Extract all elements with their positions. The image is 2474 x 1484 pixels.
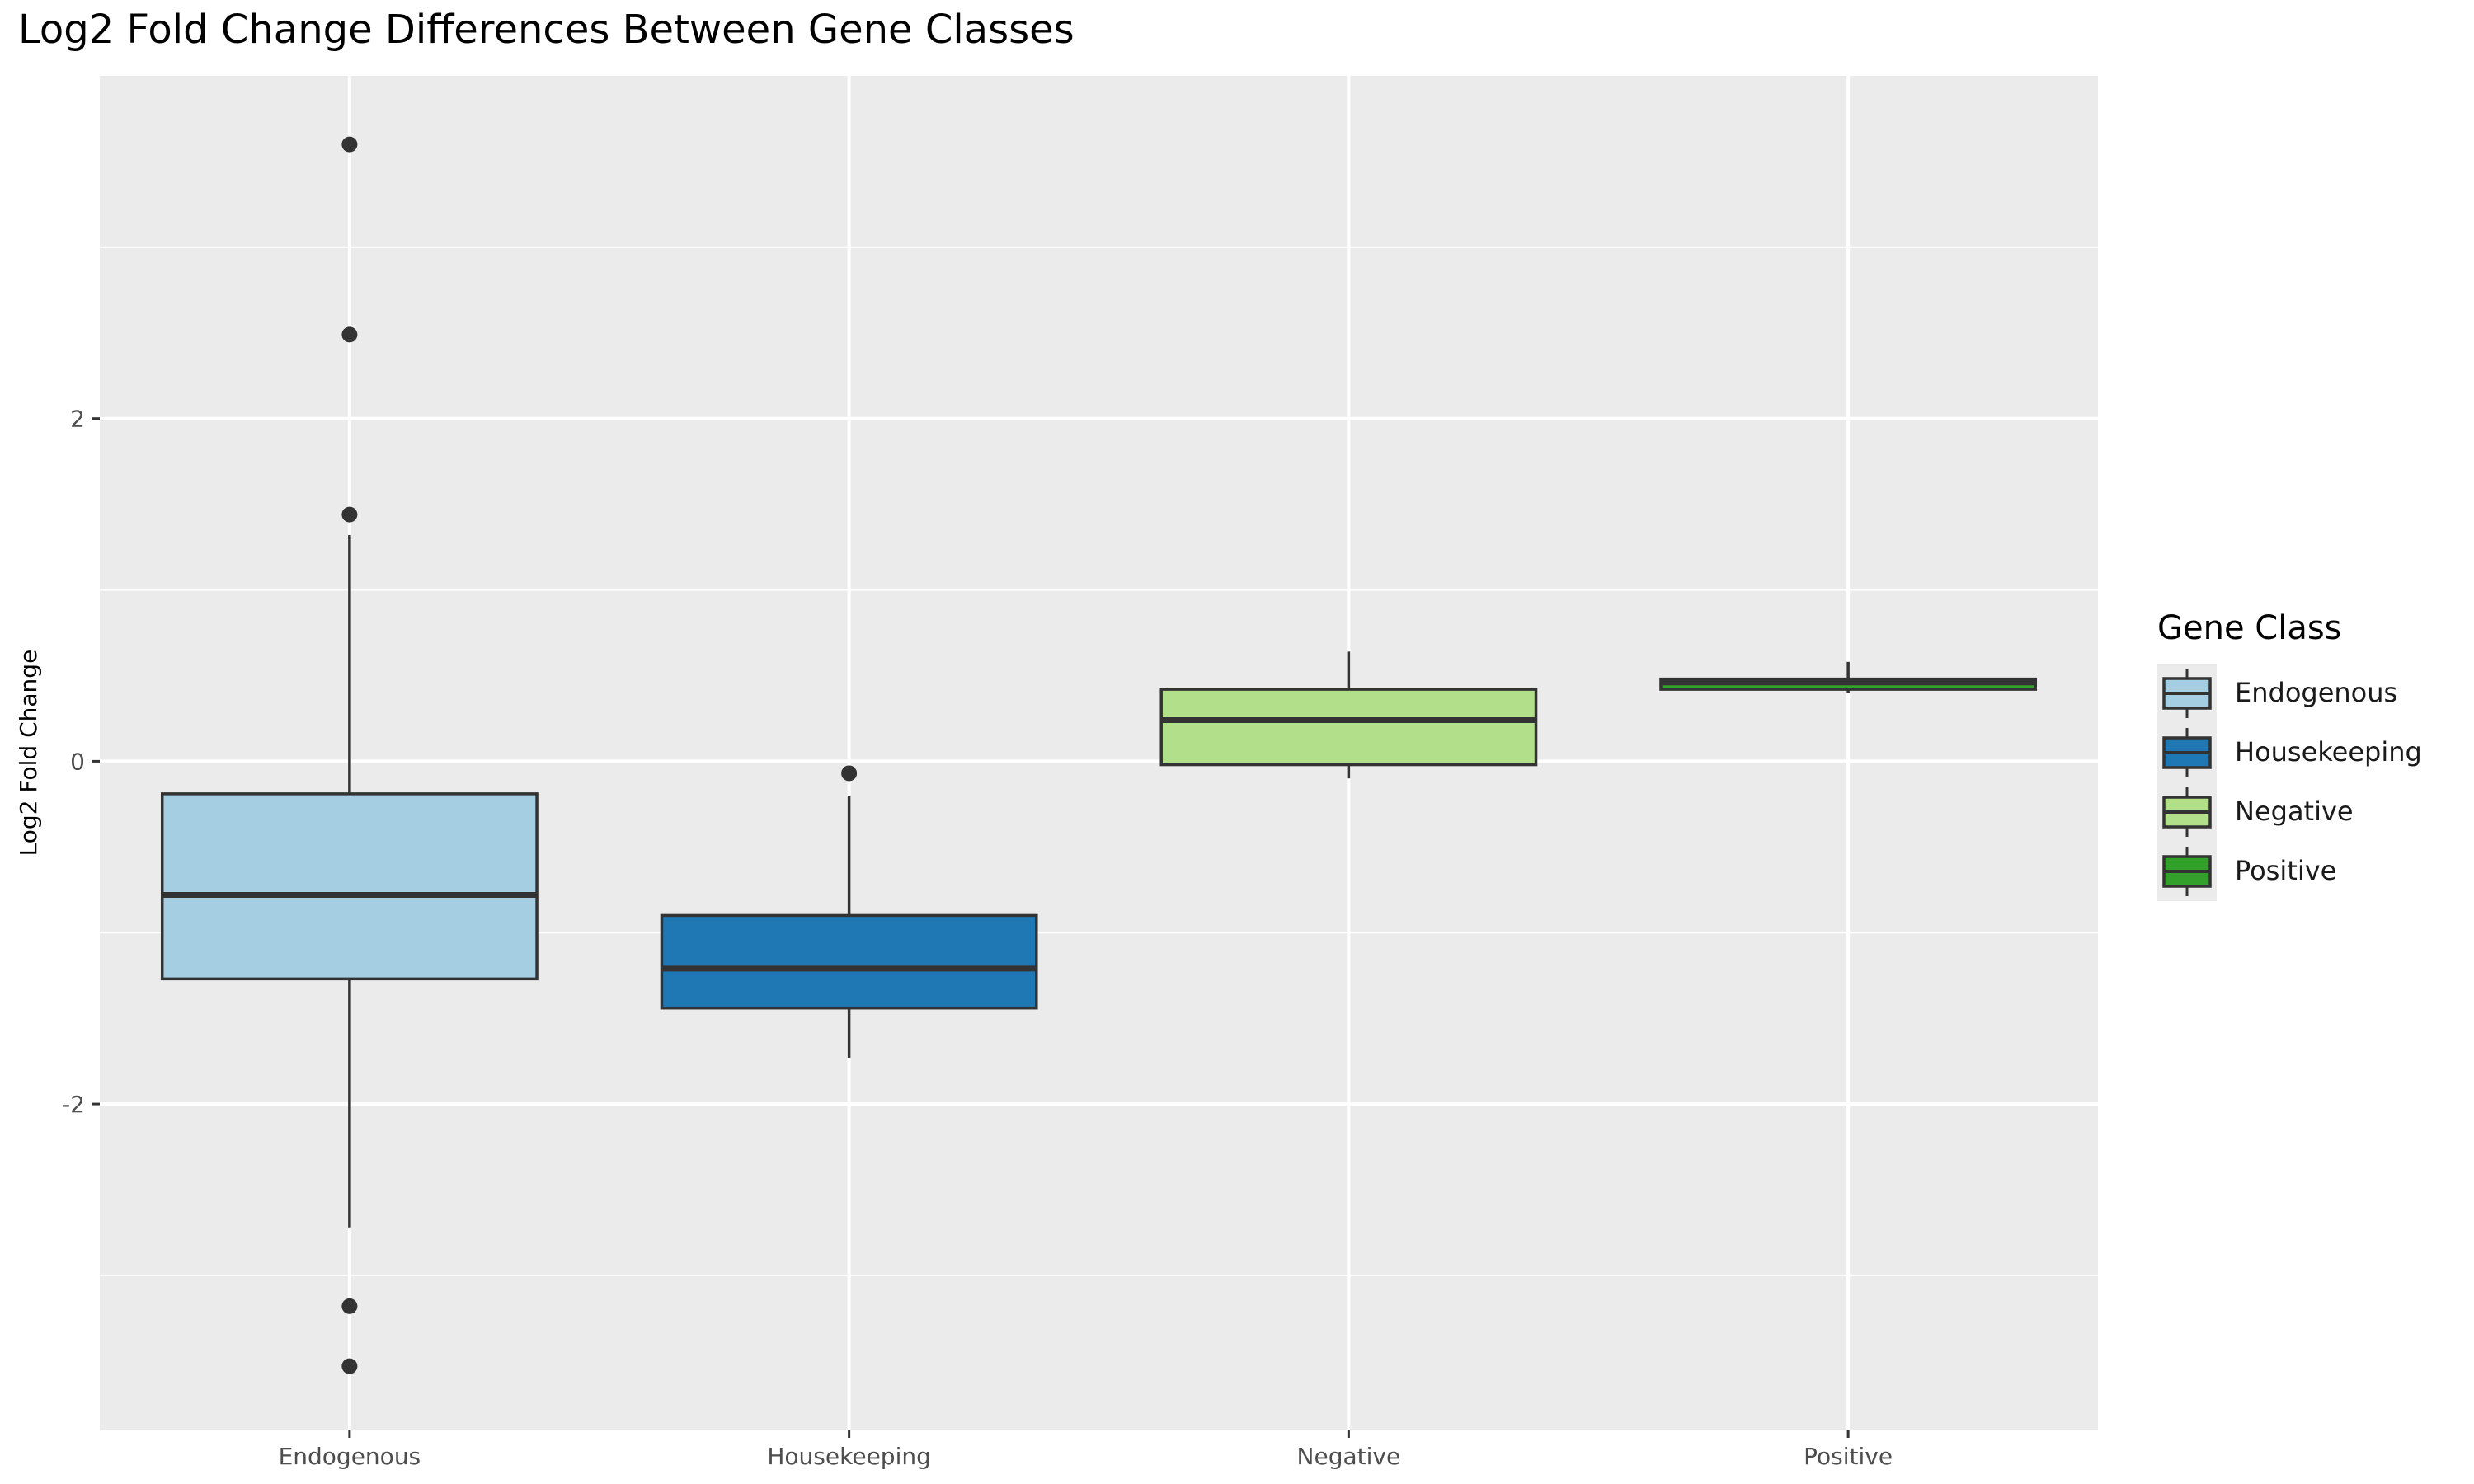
outlier-point	[341, 506, 358, 523]
box-group	[1159, 651, 1538, 779]
x-tick-label: Negative	[1297, 1443, 1401, 1470]
y-tick-label: 0	[70, 748, 85, 775]
x-tick-label: Housekeeping	[767, 1443, 931, 1470]
box	[1159, 688, 1538, 767]
x-tick-label: Positive	[1804, 1443, 1893, 1470]
legend-item: Housekeeping	[2157, 723, 2422, 782]
box	[160, 792, 539, 981]
chart-title: Log2 Fold Change Differences Between Gen…	[18, 7, 1075, 53]
legend-label: Negative	[2235, 796, 2354, 827]
x-axis: Endogenous Housekeeping Negative Positive	[279, 1430, 1893, 1470]
y-tick-label: 2	[70, 406, 85, 433]
box-group	[660, 765, 1038, 1058]
outlier-point	[341, 1358, 358, 1374]
boxes-layer	[160, 136, 2038, 1374]
legend: Gene Class Endogenous Housekeeping Negative…	[2157, 609, 2422, 901]
outlier-point	[341, 136, 358, 153]
box-group	[160, 136, 539, 1374]
legend-label: Endogenous	[2235, 677, 2397, 708]
legend-item: Positive	[2157, 842, 2336, 901]
outlier-point	[841, 765, 858, 782]
legend-label: Positive	[2235, 855, 2336, 886]
legend-item: Negative	[2157, 782, 2354, 842]
box-group	[1659, 661, 2038, 693]
y-tick-label: -2	[62, 1091, 85, 1118]
legend-item: Endogenous	[2157, 664, 2397, 723]
legend-label: Housekeeping	[2235, 736, 2422, 768]
legend-title: Gene Class	[2157, 609, 2342, 647]
x-tick-label: Endogenous	[279, 1443, 421, 1470]
outlier-point	[341, 1298, 358, 1314]
outlier-point	[341, 326, 358, 343]
y-axis-label: Log2 Fold Change	[15, 650, 42, 857]
plot-panel	[100, 76, 2098, 1430]
y-axis: -2 0 2	[62, 406, 100, 1118]
box	[660, 913, 1038, 1010]
